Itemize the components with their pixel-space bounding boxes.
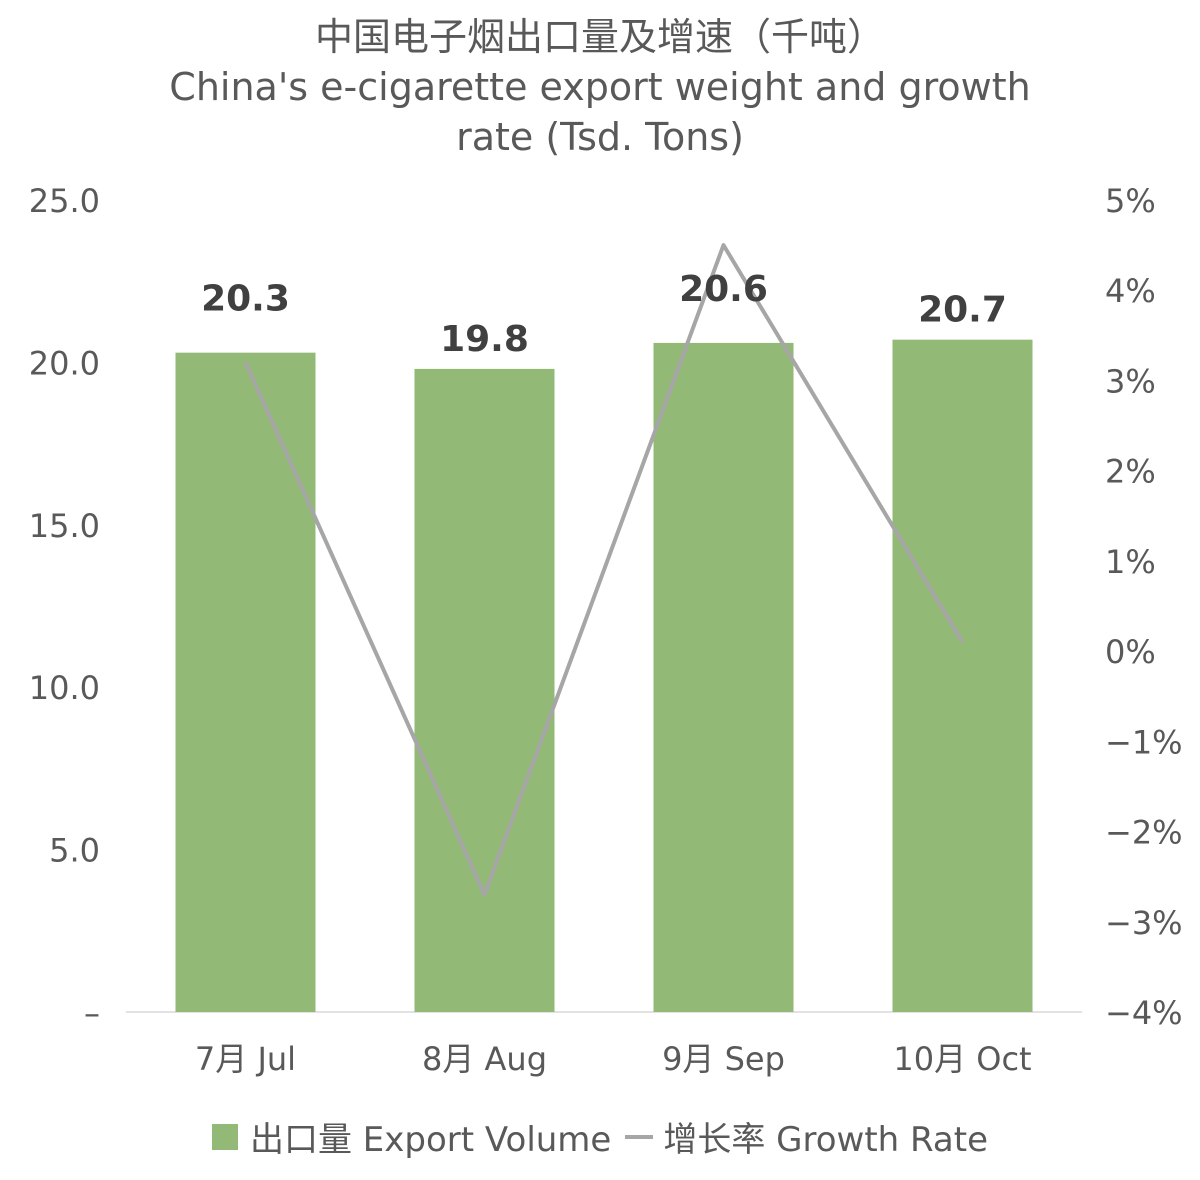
legend-bar-swatch bbox=[211, 1123, 238, 1150]
legend-bar-label: 出口量 Export Volume bbox=[249, 1120, 612, 1160]
left-axis-tick: 20.0 bbox=[29, 344, 100, 382]
bar-data-label: 19.8 bbox=[440, 319, 529, 360]
right-axis-tick: 0% bbox=[1105, 633, 1156, 671]
right-axis-tick: 1% bbox=[1105, 543, 1156, 581]
right-axis-tick: 4% bbox=[1105, 272, 1156, 310]
right-axis-tick: 3% bbox=[1105, 362, 1156, 400]
left-axis-tick: 10.0 bbox=[29, 669, 100, 707]
right-axis-tick: −2% bbox=[1105, 814, 1183, 852]
left-axis-tick: 5.0 bbox=[49, 832, 100, 870]
bar-data-label: 20.6 bbox=[679, 269, 768, 310]
legend: 出口量 Export Volume 增长率 Growth Rate bbox=[0, 1112, 1200, 1161]
right-axis-tick: −3% bbox=[1105, 904, 1183, 942]
legend-line-swatch bbox=[625, 1134, 654, 1139]
x-axis-tick: 8月 Aug bbox=[422, 1040, 547, 1078]
right-axis-tick: 5% bbox=[1105, 182, 1156, 220]
x-axis-tick: 7月 Jul bbox=[195, 1040, 296, 1078]
left-axis-tick: 15.0 bbox=[29, 507, 100, 545]
chart-title: 中国电子烟出口量及增速（千吨） bbox=[314, 15, 885, 59]
right-axis-tick: −4% bbox=[1105, 994, 1183, 1032]
right-axis-tick: −1% bbox=[1105, 723, 1183, 761]
x-axis-tick: 9月 Sep bbox=[662, 1040, 785, 1078]
x-axis-tick: 10月 Oct bbox=[893, 1040, 1031, 1078]
bar bbox=[892, 339, 1033, 1012]
left-axis-tick: – bbox=[84, 994, 100, 1032]
bar bbox=[653, 342, 794, 1012]
bar-data-label: 20.3 bbox=[201, 279, 290, 320]
bar bbox=[175, 352, 316, 1012]
bar-data-label: 20.7 bbox=[918, 290, 1007, 331]
chart-subtitle: China's e-cigarette export weight and gr… bbox=[169, 65, 1031, 159]
left-axis-tick: 25.0 bbox=[29, 182, 100, 220]
right-axis-tick: 2% bbox=[1105, 453, 1156, 491]
bar bbox=[414, 368, 555, 1012]
legend-line-label: 增长率 Growth Rate bbox=[663, 1120, 989, 1160]
growth-rate-line bbox=[243, 243, 965, 897]
